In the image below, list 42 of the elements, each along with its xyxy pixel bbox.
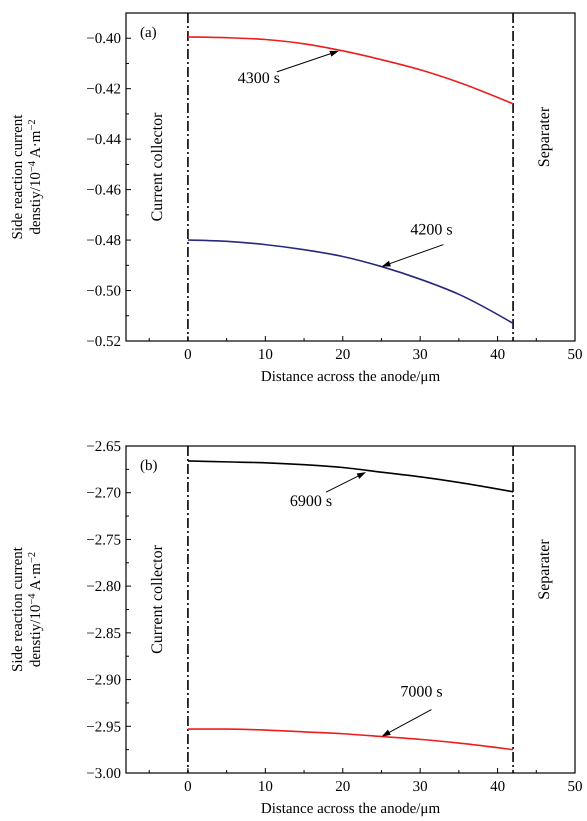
x-tick-label: 40 [490, 347, 506, 363]
line-series [187, 239, 514, 324]
x-tick-label: 10 [258, 347, 273, 363]
y-tick-label: −0.46 [86, 182, 122, 199]
x-tick-label: 50 [568, 347, 582, 363]
annotation: 4200 s [410, 222, 453, 239]
annotation: Separater [536, 538, 554, 600]
x-tick-label: 30 [412, 347, 428, 363]
y-tick-label: −0.40 [86, 31, 121, 48]
y-tick-label: −0.50 [86, 284, 121, 300]
y-tick-label: −2.95 [86, 719, 121, 736]
annotation: 7000 s [400, 684, 443, 701]
y-tick-label: −3.00 [86, 766, 121, 782]
annotation: Separater [536, 106, 554, 168]
x-axis-title: Distance across the anode/μm [260, 801, 440, 817]
x-axis-title: Distance across the anode/μm [260, 369, 440, 385]
y-tick-label: −2.65 [86, 439, 121, 455]
x-tick-label: 50 [568, 779, 582, 795]
line-series [187, 728, 514, 750]
line-series [187, 36, 514, 105]
x-tick-label: 20 [335, 347, 350, 363]
y-tick-label: −2.75 [86, 532, 121, 548]
y-tick-label: −0.42 [86, 82, 121, 98]
y-tick-label: −2.90 [86, 672, 121, 689]
y-tick-label: −2.80 [86, 579, 121, 596]
annotation: Current collector [148, 544, 166, 654]
x-tick-label: 0 [184, 347, 192, 363]
x-tick-label: 40 [490, 779, 506, 795]
y-tick-label: −2.70 [86, 486, 121, 502]
y-tick-label: −0.44 [86, 132, 122, 148]
x-tick-label: 0 [184, 779, 192, 795]
y-tick-label: −0.48 [86, 233, 121, 250]
annotation: 6900 s [290, 493, 332, 510]
annotation: Current collector [148, 112, 166, 222]
x-tick-label: 20 [335, 779, 350, 795]
text: (b) [140, 458, 158, 474]
annotation: 4300 s [238, 70, 280, 87]
x-tick-label: 30 [412, 779, 428, 795]
y-tick-label: −2.85 [86, 626, 121, 642]
text: (a) [140, 25, 157, 41]
x-tick-label: 10 [258, 779, 273, 795]
y-tick-label: −0.52 [86, 334, 121, 350]
